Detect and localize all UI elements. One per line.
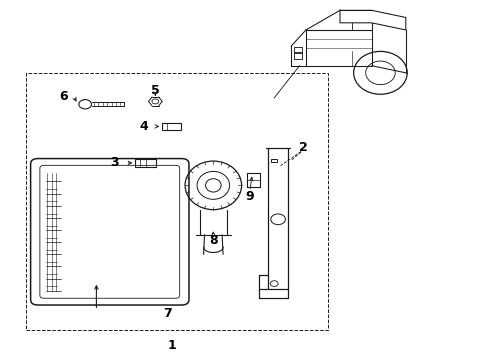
Bar (135, 158, 156, 167)
Bar (294, 47, 302, 52)
Text: 9: 9 (245, 190, 254, 203)
Bar (162, 123, 181, 130)
Bar (271, 158, 277, 162)
Text: 1: 1 (168, 338, 176, 351)
Text: 4: 4 (139, 120, 148, 133)
Text: 8: 8 (209, 234, 218, 247)
Text: 7: 7 (163, 307, 172, 320)
Text: 2: 2 (299, 141, 308, 154)
Text: 3: 3 (110, 156, 119, 169)
Text: 5: 5 (151, 84, 160, 97)
Text: 6: 6 (59, 90, 68, 103)
Bar (26, 73, 328, 330)
